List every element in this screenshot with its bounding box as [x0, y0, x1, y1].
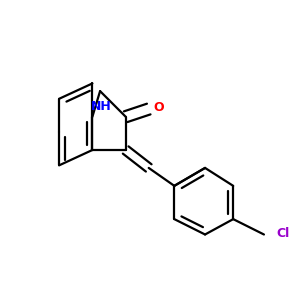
Text: O: O	[154, 101, 164, 114]
Text: NH: NH	[91, 100, 112, 113]
Text: Cl: Cl	[277, 227, 290, 240]
